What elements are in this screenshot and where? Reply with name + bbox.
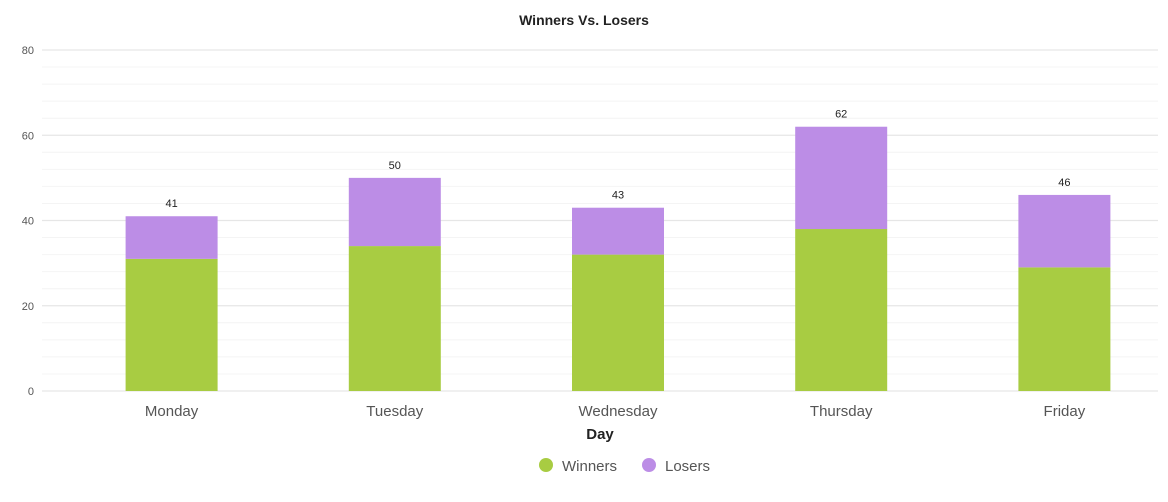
x-axis: Monday Tuesday Wednesday Thursday Friday — [145, 403, 1086, 420]
bar-losers-wednesday[interactable] — [572, 207, 664, 255]
y-tick-label: 0 — [28, 386, 34, 398]
legend-item-winners[interactable]: Winners — [539, 458, 617, 475]
data-label-total: 41 — [165, 198, 177, 210]
bar-losers-tuesday[interactable] — [348, 177, 441, 247]
x-tick-label: Friday — [1044, 403, 1086, 420]
x-tick-label: Thursday — [810, 403, 873, 420]
legend-swatch — [539, 458, 553, 472]
data-label-total: 50 — [389, 160, 401, 172]
y-tick-label: 40 — [22, 216, 34, 228]
data-label-total: 62 — [835, 109, 847, 121]
bar-losers-monday[interactable] — [125, 216, 218, 259]
bars: 41 50 43 62 46 — [125, 109, 1111, 391]
bar-winners-thursday[interactable] — [795, 229, 888, 391]
x-axis-title: Day — [586, 426, 614, 443]
legend-label: Winners — [562, 458, 617, 475]
bar-winners-wednesday[interactable] — [572, 254, 664, 391]
bar-winners-tuesday[interactable] — [348, 246, 441, 391]
bar-losers-thursday[interactable] — [795, 126, 888, 230]
y-tick-label: 20 — [22, 301, 34, 313]
legend-label: Losers — [665, 458, 710, 475]
chart-title: Winners Vs. Losers — [519, 12, 649, 28]
data-label-total: 43 — [612, 190, 624, 202]
data-label-total: 46 — [1058, 177, 1070, 189]
x-tick-label: Wednesday — [579, 403, 658, 420]
legend-swatch — [642, 458, 656, 472]
y-tick-label: 80 — [22, 45, 34, 57]
x-tick-label: Tuesday — [366, 403, 423, 420]
y-tick-label: 60 — [22, 130, 34, 142]
x-tick-label: Monday — [145, 403, 199, 420]
bar-losers-friday[interactable] — [1018, 194, 1111, 268]
legend: Winners Losers — [539, 458, 710, 475]
bar-winners-monday[interactable] — [125, 258, 218, 391]
y-axis: 0 20 40 60 80 — [22, 45, 34, 398]
bar-winners-friday[interactable] — [1018, 267, 1111, 391]
legend-item-losers[interactable]: Losers — [642, 458, 710, 475]
